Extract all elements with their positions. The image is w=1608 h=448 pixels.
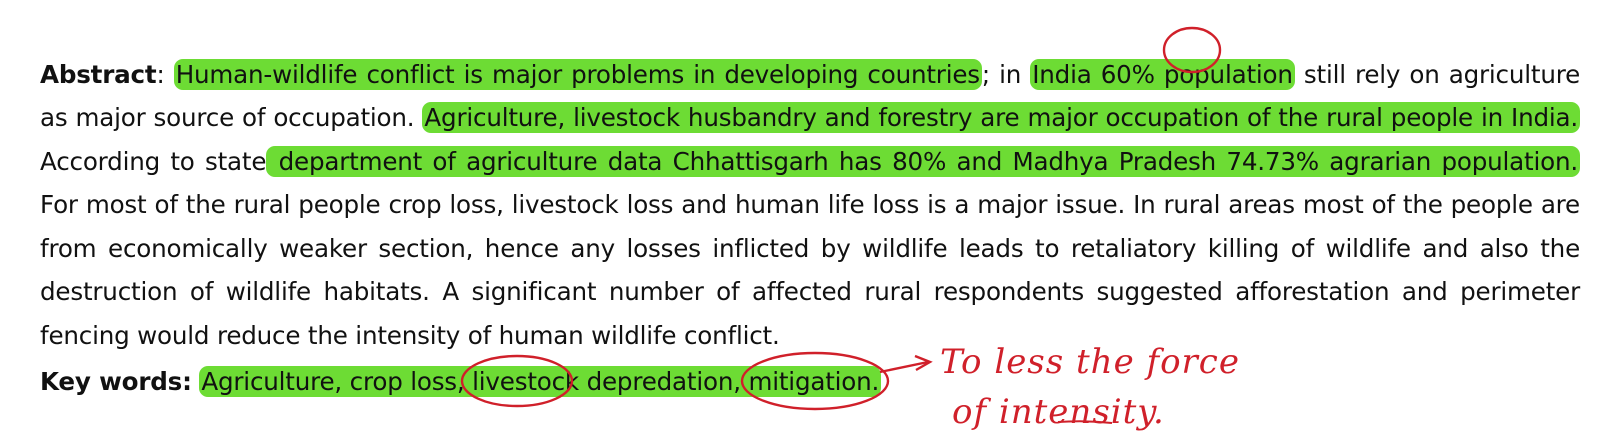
- abstract-colon: :: [156, 59, 165, 89]
- keywords-line: Key words: Agriculture, crop loss, lives…: [40, 360, 882, 404]
- underline-intensity: [1057, 420, 1113, 424]
- highlight-india-population: India 60% population: [1030, 58, 1295, 90]
- abstract-text-1: ; in: [981, 59, 1031, 89]
- abstract-text-3: According to state: [40, 146, 267, 176]
- keywords-label: Key words:: [40, 367, 192, 396]
- annotation-line-2: of intensity.: [952, 392, 1165, 432]
- highlight-conflict: Human-wildlife conflict is major problem…: [173, 58, 982, 90]
- abstract-text-2: still rely on agriculture as major sourc…: [40, 59, 1581, 133]
- abstract-label: Abstract: [40, 59, 157, 89]
- abstract-paragraph: Abstract: Human-wildlife conflict is maj…: [40, 53, 1580, 358]
- arrow-line: [879, 360, 929, 374]
- arrow-head: [914, 354, 933, 372]
- highlight-agrarian-data: department of agriculture data Chhattisg…: [266, 145, 1580, 177]
- highlight-occupation: Agriculture, livestock husbandry and for…: [422, 102, 1580, 134]
- highlight-keywords: Agriculture, crop loss, livestock depred…: [199, 366, 882, 397]
- abstract-text-4: For most of the rural people crop loss, …: [40, 190, 1580, 350]
